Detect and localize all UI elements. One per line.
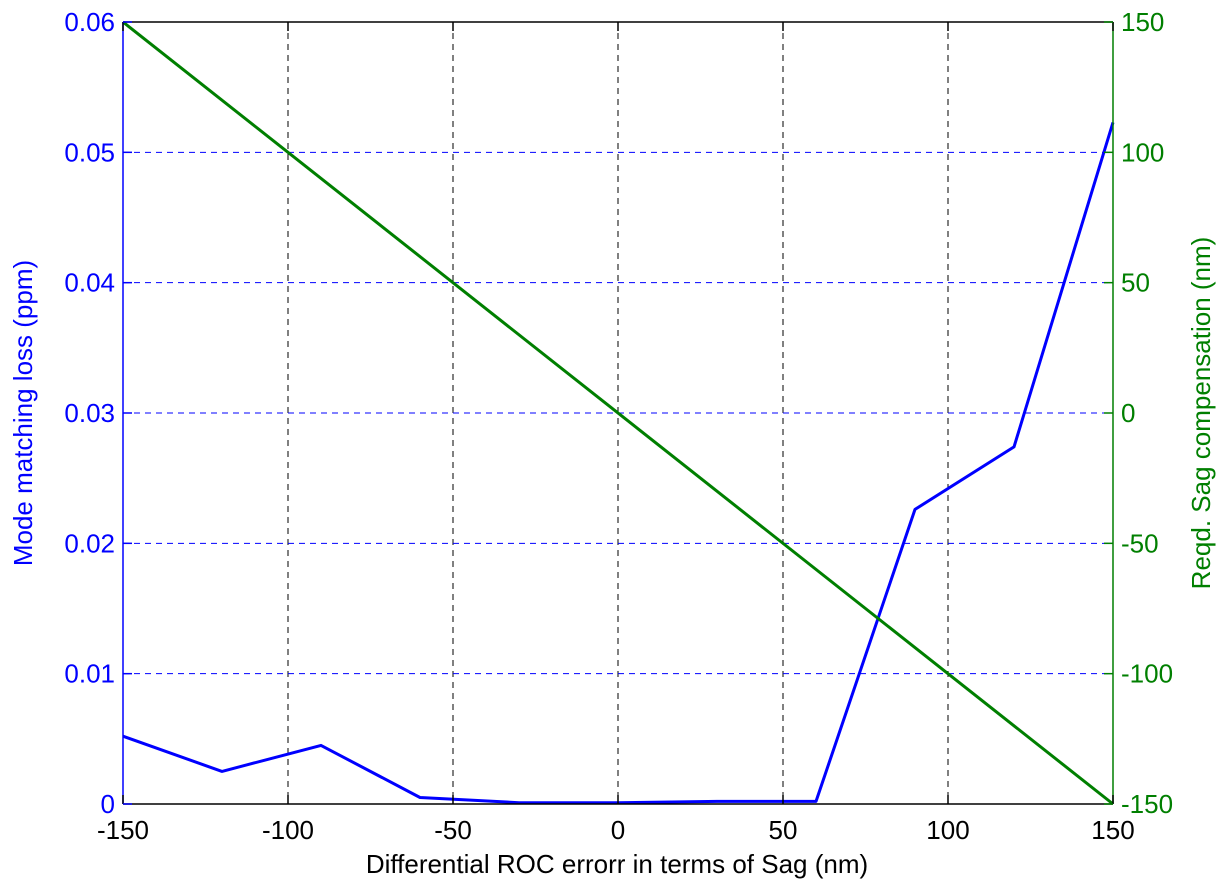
- x-tick-label: 0: [611, 815, 625, 845]
- y-left-tick-label: 0.01: [64, 659, 115, 689]
- x-tick-label: 150: [1091, 815, 1134, 845]
- x-tick-label: -50: [434, 815, 472, 845]
- x-tick-label: 100: [926, 815, 969, 845]
- y-right-tick-label: 150: [1121, 7, 1164, 37]
- y-left-tick-label: 0.03: [64, 398, 115, 428]
- y-left-tick-label: 0.02: [64, 528, 115, 558]
- y-right-tick-label: 100: [1121, 137, 1164, 167]
- axis-labels: Differential ROC errorr in terms of Sag …: [8, 237, 1216, 879]
- y-right-tick-label: -50: [1121, 528, 1159, 558]
- sag-compensation-line: [122, 20, 1114, 806]
- y-right-tick-label: 0: [1121, 398, 1135, 428]
- y-left-tick-label: 0.05: [64, 137, 115, 167]
- y-right-tick-label: -150: [1121, 789, 1173, 819]
- tick-labels: -150 -100 -50 0 50 100 150 0 0.01 0.02 0.03 0.04 0.0…: [64, 7, 1173, 845]
- axes: [122, 21, 1114, 805]
- y-axis-left-label: Mode matching loss (ppm): [8, 260, 38, 566]
- y-left-tick-label: 0.06: [64, 7, 115, 37]
- x-tick-label: 50: [769, 815, 798, 845]
- y-right-tick-label: 50: [1121, 268, 1150, 298]
- y-axis-right-label: Reqd. Sag compensation (nm): [1186, 237, 1216, 590]
- x-axis-label: Differential ROC errorr in terms of Sag …: [366, 849, 868, 879]
- y-left-tick-label: 0: [101, 789, 115, 819]
- y-left-tick-label: 0.04: [64, 268, 115, 298]
- x-tick-label: -100: [262, 815, 314, 845]
- x-tick-label: -150: [97, 815, 149, 845]
- y-right-tick-label: -100: [1121, 659, 1173, 689]
